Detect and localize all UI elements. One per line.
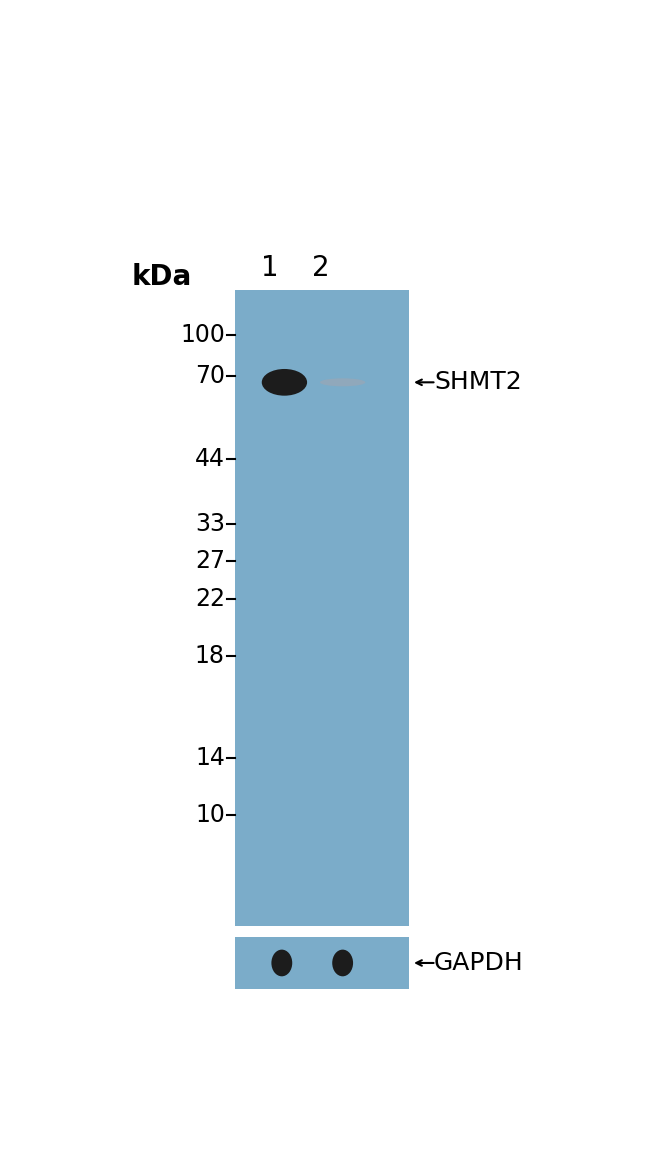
Ellipse shape (320, 378, 365, 386)
Text: SHMT2: SHMT2 (434, 370, 521, 394)
Bar (235, 290, 409, 926)
Text: 18: 18 (195, 644, 225, 668)
Text: 2: 2 (312, 254, 330, 282)
Bar (235, 938, 409, 988)
Ellipse shape (332, 949, 353, 977)
Ellipse shape (272, 949, 292, 977)
Text: 1: 1 (261, 254, 279, 282)
Text: 70: 70 (195, 364, 225, 388)
Text: 33: 33 (195, 512, 225, 535)
Ellipse shape (262, 369, 307, 395)
Text: 44: 44 (195, 446, 225, 470)
Text: 22: 22 (195, 587, 225, 610)
Text: kDa: kDa (131, 262, 192, 290)
Text: 100: 100 (180, 323, 225, 347)
Text: 14: 14 (195, 746, 225, 770)
Text: GAPDH: GAPDH (434, 951, 524, 975)
Text: 27: 27 (195, 549, 225, 572)
Text: 10: 10 (195, 803, 225, 827)
